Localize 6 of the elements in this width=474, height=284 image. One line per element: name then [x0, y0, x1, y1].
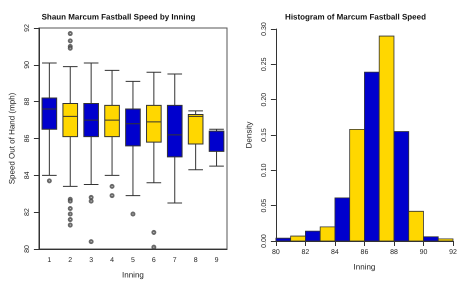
chart-title: Shaun Marcum Fastball Speed by Inning [42, 12, 196, 22]
x-axis-title: Inning [354, 262, 376, 272]
y-axis-title: Speed Out of Hand (mph) [8, 92, 16, 184]
chart-title: Histogram of Marcum Fastball Speed [285, 12, 426, 22]
y-axis-title: Density [244, 122, 254, 148]
x-axis-title: Inning [122, 270, 144, 280]
